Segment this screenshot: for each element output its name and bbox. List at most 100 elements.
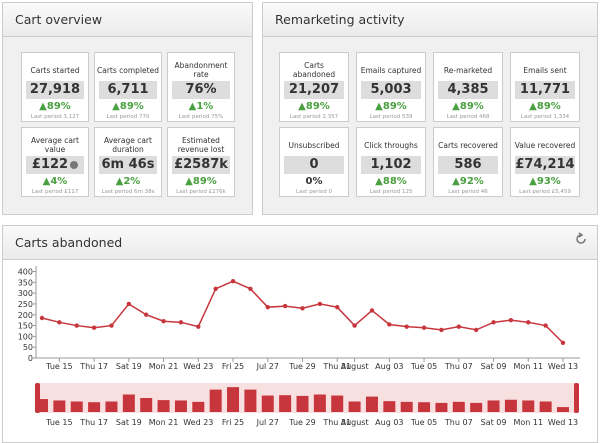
card-value: 0 — [284, 156, 344, 174]
navigator-bar — [400, 401, 413, 412]
card-value: 4,385 — [438, 81, 498, 99]
card-previous: Last period £276k — [176, 189, 226, 195]
point — [508, 317, 514, 323]
x-tick-label: Mon 11 — [513, 362, 543, 371]
navigator-label: Sat 09 — [481, 418, 507, 427]
line — [41, 280, 564, 344]
card-change: ▲2% — [115, 176, 141, 187]
card-label: Estimated revenue lost — [177, 136, 225, 154]
point — [196, 324, 201, 329]
navigator-label: Thu 31 — [322, 418, 351, 427]
card-change: ▲1% — [188, 101, 214, 112]
card-label: Click throughs — [364, 140, 418, 150]
stat-card: Carts completed 6,711 ▲89% Last period 770 — [94, 52, 162, 122]
info-icon[interactable] — [70, 160, 79, 169]
stat-card: Emails sent 11,771 ▲89% Last period 1,334 — [510, 52, 580, 122]
point — [178, 320, 184, 325]
y-tick-label: 300 — [18, 289, 33, 298]
card-label: Carts started — [30, 65, 80, 75]
stat-card: Estimated revenue lost £2587k ▲89% Last per… — [167, 127, 235, 197]
navigator-bar — [70, 401, 83, 412]
navigator-bar — [296, 395, 309, 412]
point — [473, 327, 479, 333]
card-previous: Last period £117 — [31, 189, 79, 195]
panel-title: Cart overview — [3, 3, 252, 37]
x-tick-label: Mon 21 — [149, 362, 179, 371]
card-label: Average cart value — [31, 136, 79, 154]
x-tick-label: Fri 25 — [222, 362, 244, 371]
point — [543, 323, 548, 328]
point — [387, 322, 392, 327]
point — [91, 325, 97, 330]
navigator-bar — [105, 401, 118, 412]
x-tick-label: Wed 23 — [183, 362, 213, 371]
point — [282, 303, 288, 309]
navigator-label: Thu 07 — [444, 418, 473, 427]
card-label: Unsubscribed — [288, 140, 340, 150]
point — [39, 315, 45, 321]
x-tick-label: Thu 31 — [322, 362, 351, 371]
x-tick-label: Tue 15 — [45, 362, 72, 371]
card-label: Emails sent — [523, 65, 567, 75]
navigator-bar — [313, 394, 326, 412]
y-tick-label: 0 — [28, 354, 33, 363]
x-tick-label: Jul 27 — [256, 362, 279, 371]
stat-card: Carts abandoned 21,207 ▲89% Last period 2,3… — [279, 52, 349, 122]
y-tick-label: 200 — [18, 311, 33, 320]
card-previous: Last period 468 — [446, 114, 490, 120]
navigator-bar — [36, 399, 48, 412]
navigator-bar — [539, 401, 552, 412]
navigator-bar — [557, 407, 569, 412]
panel-title: Carts abandoned — [3, 226, 597, 260]
navigator-bar — [331, 395, 344, 412]
panel: Remarketing activity Carts abandoned 21,20… — [262, 2, 598, 215]
x-tick-label: Sat 09 — [481, 362, 507, 371]
card-change: ▲89% — [112, 101, 144, 112]
refresh-icon[interactable] — [576, 232, 586, 244]
point — [491, 320, 496, 325]
card-change: ▲89% — [375, 101, 407, 112]
card-label: Average cart duration — [104, 136, 152, 154]
x-tick-label: Tue 05 — [410, 362, 437, 371]
point — [317, 301, 323, 307]
y-tick-label: 400 — [18, 268, 33, 277]
navigator-label: Fri 25 — [222, 418, 244, 427]
x-tick-label: Thu 17 — [79, 362, 108, 371]
card-value: 76% — [172, 81, 230, 99]
card-value: £122 — [26, 156, 84, 174]
point — [248, 286, 253, 291]
point — [439, 327, 444, 333]
stat-card: Average cart value £122 ▲4% Last period £11… — [21, 127, 89, 197]
navigator-label: August — [341, 418, 369, 427]
point — [421, 325, 427, 330]
x-tick-label: Thu 07 — [444, 362, 473, 371]
card-change: ▲4% — [42, 176, 68, 187]
card-change: ▲89% — [298, 101, 330, 112]
navigator-bar — [487, 400, 500, 412]
point — [560, 340, 566, 346]
navigator-bar — [140, 398, 153, 412]
navigator-bar — [53, 400, 66, 412]
point — [352, 323, 357, 328]
point — [456, 324, 461, 329]
stat-card: Click throughs 1,102 ▲88% Last period 125 — [356, 127, 426, 197]
navigator-bar — [470, 402, 483, 412]
navigator-handle[interactable] — [574, 383, 579, 413]
card-previous: Last period 539 — [369, 114, 413, 120]
card-value: 11,771 — [515, 81, 575, 99]
card-value: 1,102 — [361, 156, 421, 174]
navigator-bar — [244, 389, 257, 412]
card-change: ▲89% — [185, 176, 217, 187]
point — [404, 324, 409, 329]
card-previous: Last period 75% — [178, 114, 224, 120]
x-tick-label: August — [341, 362, 369, 371]
card-previous: Last period £5,459 — [519, 189, 571, 195]
card-value: 27,918 — [26, 81, 84, 99]
navigator-bar — [348, 401, 361, 412]
point — [109, 323, 114, 328]
stat-card: Re-marketed 4,385 ▲89% Last period 468 — [433, 52, 503, 122]
y-tick-label: 50 — [23, 343, 33, 352]
card-label: Carts abandoned — [292, 61, 336, 79]
navigator-label: Wed 13 — [548, 418, 578, 427]
